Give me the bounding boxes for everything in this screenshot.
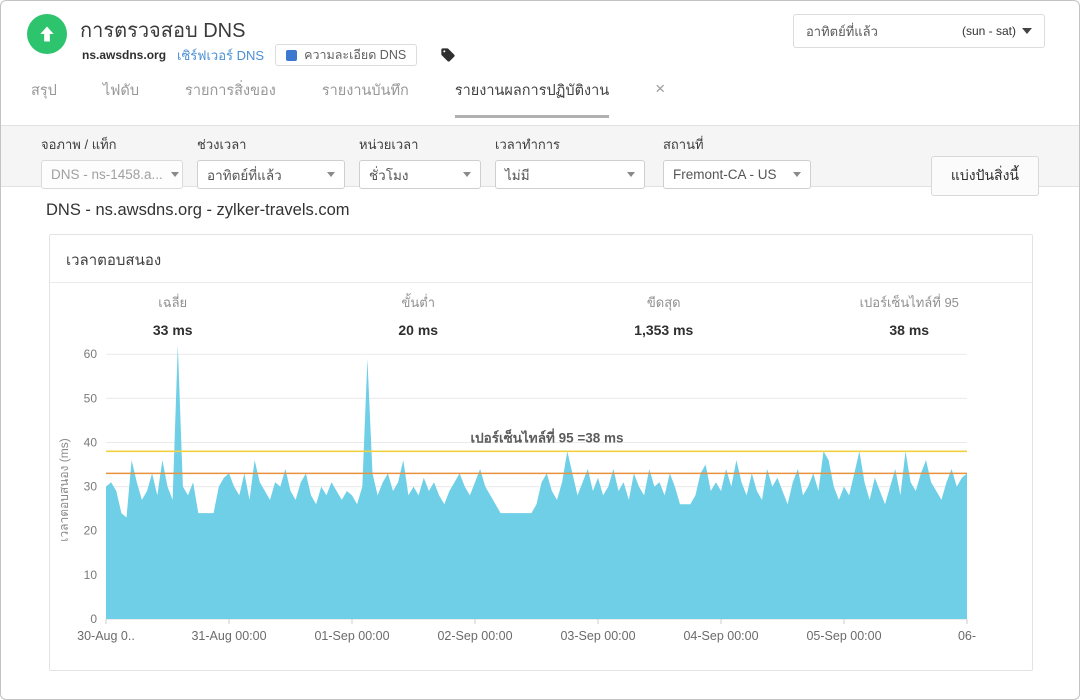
stat-label: ขั้นต่ำ [401, 295, 435, 310]
svg-text:02-Sep 00:00: 02-Sep 00:00 [437, 629, 512, 643]
monitor-subheader: ns.awsdns.org เซิร์ฟเวอร์ DNS ความละเอีย… [82, 44, 456, 66]
stat-value: 33 ms [152, 322, 193, 338]
chevron-down-icon [463, 172, 471, 177]
badge-square-icon [286, 49, 298, 61]
chevron-down-icon [170, 172, 179, 177]
tab-bar: สรุป ไฟดับ รายการสิ่งของ รายงานบันทึก รา… [31, 71, 665, 118]
svg-text:40: 40 [84, 435, 98, 449]
response-time-panel: เวลาตอบสนอง เฉลี่ย 33 ms ขั้นต่ำ 20 ms ข… [49, 234, 1033, 671]
filter-label: เวลาทำการ [495, 137, 561, 152]
svg-text:04-Sep 00:00: 04-Sep 00:00 [683, 629, 758, 643]
share-button[interactable]: แบ่งปันสิ่งนี้ [930, 156, 1039, 196]
response-time-chart: 0 10 20 30 40 50 60 30-Aug 0.. 31-Aug 00:00 01-Se… [57, 345, 976, 643]
time-range-value: อาทิตย์ที่แล้ว [806, 23, 878, 39]
up-arrow-icon [40, 26, 54, 42]
chevron-down-icon [1022, 28, 1032, 34]
stat-label: เปอร์เซ็นไทล์ที่ 95 [859, 295, 959, 310]
report-title: DNS - ns.awsdns.org - zylker-travels.com [46, 201, 350, 219]
selected-value: DNS - ns-1458.a... [51, 167, 163, 182]
filter-label: ช่วงเวลา [197, 137, 247, 152]
svg-text:03-Sep 00:00: 03-Sep 00:00 [560, 629, 635, 643]
chevron-down-icon [627, 172, 635, 177]
tag-icon[interactable] [440, 47, 456, 63]
filter-label: จอภาพ / แท็ก [41, 137, 117, 152]
stat-label: ขีดสุด [646, 295, 681, 310]
stats-row: เฉลี่ย 33 ms ขั้นต่ำ 20 ms ขีดสุด 1,353 … [50, 292, 1032, 338]
svg-text:01-Sep 00:00: 01-Sep 00:00 [314, 629, 389, 643]
monitor-name: ns.awsdns.org [82, 48, 167, 62]
chevron-down-icon [793, 172, 801, 177]
location-select[interactable]: Fremont-CA - US [663, 160, 811, 189]
svg-text:0: 0 [90, 612, 97, 626]
tab-outages[interactable]: ไฟดับ [102, 83, 140, 99]
svg-text:06-: 06- [958, 629, 976, 643]
period-select[interactable]: อาทิตย์ที่แล้ว [197, 160, 345, 189]
tab-log-report[interactable]: รายงานบันทึก [321, 83, 409, 99]
svg-text:31-Aug 00:00: 31-Aug 00:00 [191, 629, 266, 643]
tab-performance-report[interactable]: รายงานผลการปฏิบัติงาน [454, 71, 610, 118]
tab-inventory[interactable]: รายการสิ่งของ [185, 83, 276, 99]
selected-value: ไม่มี [505, 167, 530, 183]
filter-period: ช่วงเวลา อาทิตย์ที่แล้ว [197, 134, 345, 189]
svg-text:เวลาตอบสนอง (ms): เวลาตอบสนอง (ms) [57, 438, 71, 541]
stat-value: 1,353 ms [634, 322, 694, 338]
svg-text:60: 60 [84, 347, 98, 361]
time-range-suffix: (sun - sat) [961, 24, 1016, 38]
filter-bar: จอภาพ / แท็ก DNS - ns-1458.a... ช่วงเวลา… [1, 125, 1079, 196]
filter-location: สถานที่ Fremont-CA - US [663, 134, 811, 189]
filter-time-unit: หน่วยเวลา ชั่วโมง [359, 134, 481, 189]
tab-close-icon[interactable]: × [655, 79, 666, 98]
selected-value: อาทิตย์ที่แล้ว [207, 167, 282, 183]
svg-text:เปอร์เซ็นไทล์ที่ 95 =38 ms: เปอร์เซ็นไทล์ที่ 95 =38 ms [470, 427, 623, 445]
dns-resolution-badge[interactable]: ความละเอียด DNS [275, 44, 418, 66]
filter-business-hours: เวลาทำการ ไม่มี [495, 134, 645, 189]
page-title: การตรวจสอบ DNS [80, 20, 246, 42]
stat-maximum: ขีดสุด 1,353 ms [541, 292, 787, 338]
badge-label: ความละเอียด DNS [304, 48, 407, 62]
svg-text:30-Aug 0..: 30-Aug 0.. [77, 629, 135, 643]
monitor-type-link[interactable]: เซิร์ฟเวอร์ DNS [177, 47, 265, 63]
svg-text:05-Sep 00:00: 05-Sep 00:00 [806, 629, 881, 643]
time-unit-select[interactable]: ชั่วโมง [359, 160, 481, 189]
svg-text:20: 20 [84, 524, 98, 538]
stat-label: เฉลี่ย [158, 295, 188, 310]
selected-value: Fremont-CA - US [673, 167, 777, 182]
monitor-status-up-icon [27, 14, 67, 54]
stat-value: 38 ms [889, 322, 930, 338]
stat-minimum: ขั้นต่ำ 20 ms [296, 292, 542, 338]
stat-value: 20 ms [398, 322, 439, 338]
monitor-tag-select[interactable]: DNS - ns-1458.a... [41, 160, 183, 189]
panel-title: เวลาตอบสนอง [50, 235, 1032, 283]
svg-text:30: 30 [84, 480, 98, 494]
selected-value: ชั่วโมง [369, 167, 409, 183]
business-hours-select[interactable]: ไม่มี [495, 160, 645, 189]
filter-label: หน่วยเวลา [359, 137, 419, 152]
tab-summary[interactable]: สรุป [31, 83, 57, 99]
stat-average: เฉลี่ย 33 ms [50, 292, 296, 338]
chevron-down-icon [327, 172, 335, 177]
filter-label: สถานที่ [663, 137, 704, 152]
time-range-selector[interactable]: อาทิตย์ที่แล้ว (sun - sat) [793, 14, 1045, 48]
svg-text:10: 10 [84, 568, 98, 582]
svg-text:50: 50 [84, 391, 98, 405]
stat-95th-percentile: เปอร์เซ็นไทล์ที่ 95 38 ms [787, 292, 1033, 338]
filter-monitor-tag: จอภาพ / แท็ก DNS - ns-1458.a... [41, 134, 183, 189]
